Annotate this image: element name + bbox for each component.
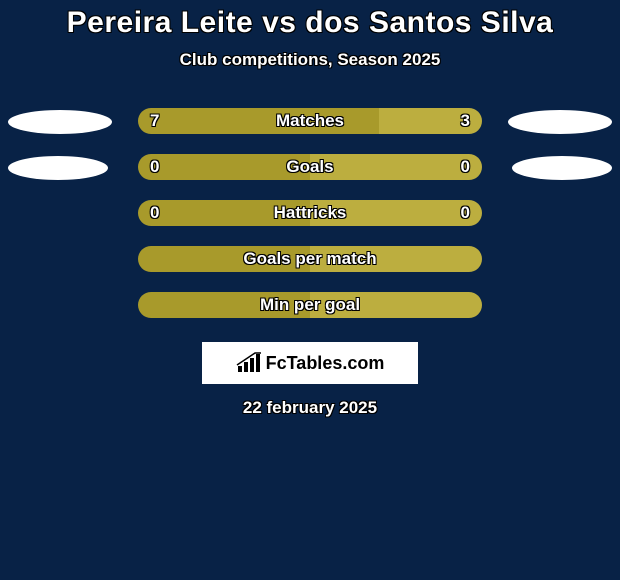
subtitle: Club competitions, Season 2025 [0,50,620,70]
brand-text: FcTables.com [266,353,385,374]
player-marker-left [8,156,108,180]
stat-value-right: 0 [461,200,470,226]
stat-bar-left [138,108,379,134]
stat-row: 0 Hattricks 0 [0,200,620,246]
brand-badge: FcTables.com [202,342,418,384]
chart-bars-icon [236,352,262,374]
stat-row: Min per goal [0,292,620,338]
stat-bar-right [310,246,482,272]
player-marker-left [8,110,112,134]
stat-value-left: 7 [150,108,159,134]
stat-row: 7 Matches 3 [0,108,620,154]
stat-bar-track [138,292,482,318]
page-title: Pereira Leite vs dos Santos Silva [0,6,620,40]
stat-bar-left [138,292,310,318]
stat-bar-right [310,200,482,226]
date-label: 22 february 2025 [0,398,620,418]
stat-value-left: 0 [150,154,159,180]
stat-bar-track [138,246,482,272]
stat-rows: 7 Matches 3 0 Goals 0 0 Hattricks 0 [0,108,620,338]
stat-bar-left [138,200,310,226]
stat-bar-track [138,200,482,226]
player-marker-right [508,110,612,134]
stat-value-right: 3 [461,108,470,134]
comparison-card: Pereira Leite vs dos Santos Silva Club c… [0,0,620,418]
stat-bar-track [138,154,482,180]
stat-bar-right [310,292,482,318]
stat-value-left: 0 [150,200,159,226]
stat-row: Goals per match [0,246,620,292]
stat-row: 0 Goals 0 [0,154,620,200]
player-marker-right [512,156,612,180]
stat-value-right: 0 [461,154,470,180]
stat-bar-left [138,154,310,180]
stat-bar-track [138,108,482,134]
stat-bar-left [138,246,310,272]
stat-bar-right [310,154,482,180]
